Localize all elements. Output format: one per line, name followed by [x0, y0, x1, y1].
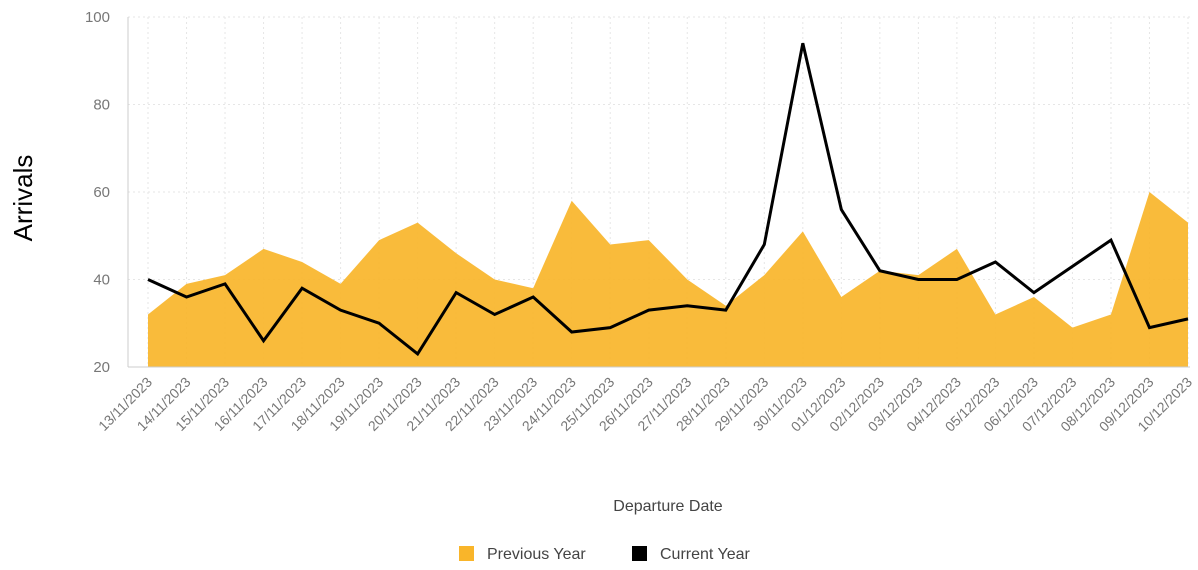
current-year-line-layer — [147, 42, 1189, 357]
series-line-current-year — [147, 42, 1189, 357]
legend-swatch-current-year — [632, 546, 647, 561]
y-tick-label: 100 — [85, 9, 110, 26]
legend-swatch-previous-year — [459, 546, 474, 561]
y-tick-label: 40 — [93, 272, 110, 289]
axes — [127, 17, 1190, 368]
legend-label-previous-year: Previous Year — [487, 546, 586, 563]
y-tick-label: 60 — [93, 184, 110, 201]
x-tick-labels: 13/11/202314/11/202315/11/202316/11/2023… — [95, 374, 1195, 435]
y-tick-labels: 20 40 60 80 100 — [85, 9, 110, 376]
series-area-previous-year — [148, 192, 1188, 367]
legend-label-current-year: Current Year — [660, 546, 751, 563]
y-axis-title: Arrivals — [8, 155, 38, 242]
y-tick-label: 80 — [93, 97, 110, 114]
x-axis-title: Departure Date — [613, 498, 722, 515]
y-tick-label: 20 — [93, 359, 110, 376]
legend: Previous Year Current Year — [459, 546, 751, 563]
previous-year-area-layer — [147, 191, 1189, 367]
